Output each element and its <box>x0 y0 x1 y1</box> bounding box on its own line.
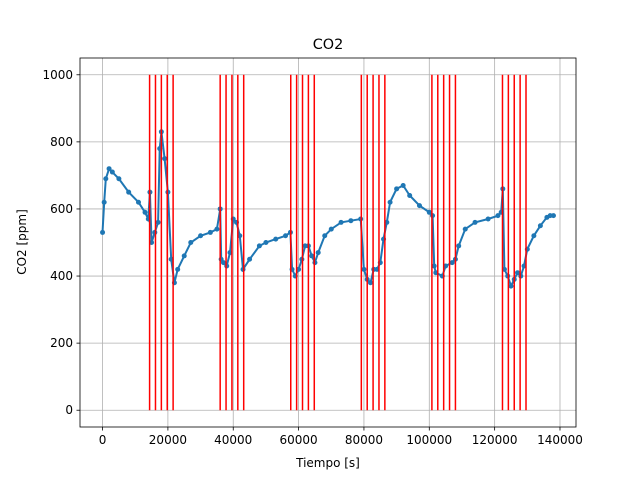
data-point <box>126 189 132 195</box>
data-point <box>198 233 204 239</box>
data-point <box>283 233 289 239</box>
data-point <box>531 233 537 239</box>
data-point <box>367 280 373 286</box>
x-tick-label: 0 <box>99 433 107 447</box>
x-tick-label: 80000 <box>345 433 383 447</box>
y-tick-label: 600 <box>50 202 73 216</box>
data-point <box>387 199 393 205</box>
x-tick-label: 120000 <box>472 433 518 447</box>
data-point <box>106 166 112 172</box>
x-tick-label: 140000 <box>537 433 583 447</box>
data-point <box>181 253 187 259</box>
data-point <box>515 270 521 276</box>
data-point <box>155 219 161 225</box>
data-point <box>315 250 321 256</box>
y-tick-label: 0 <box>65 403 73 417</box>
y-tick-label: 200 <box>50 336 73 350</box>
data-point <box>207 229 213 235</box>
data-point <box>328 226 334 232</box>
data-point <box>508 283 514 289</box>
data-point <box>485 216 491 222</box>
data-point <box>116 176 122 182</box>
data-point <box>135 199 141 205</box>
data-point <box>142 209 148 215</box>
data-point <box>220 260 226 266</box>
x-tick-label: 100000 <box>406 433 452 447</box>
data-point <box>256 243 262 249</box>
data-point <box>322 233 328 239</box>
data-point <box>162 156 168 162</box>
x-axis-label: Tiempo [s] <box>295 456 360 470</box>
data-point <box>416 203 422 209</box>
x-tick-label: 60000 <box>279 433 317 447</box>
data-point <box>100 229 106 235</box>
y-tick-label: 400 <box>50 269 73 283</box>
y-tick-label: 1000 <box>42 68 73 82</box>
data-point <box>537 223 543 229</box>
data-point <box>263 240 269 245</box>
data-point <box>348 218 354 224</box>
data-point <box>456 243 462 249</box>
data-point <box>426 209 432 215</box>
data-point <box>309 253 315 259</box>
data-point <box>338 219 344 225</box>
data-point <box>109 169 115 175</box>
y-tick-label: 800 <box>50 135 73 149</box>
data-point <box>361 266 367 272</box>
data-point <box>247 256 253 262</box>
y-axis-label: CO2 [ppm] <box>15 209 29 275</box>
plot-frame <box>79 57 577 428</box>
data-point <box>462 226 468 232</box>
data-point <box>175 266 181 272</box>
data-point <box>101 199 107 205</box>
data-point <box>431 263 437 269</box>
x-tick-label: 20000 <box>149 433 187 447</box>
data-point <box>550 213 556 219</box>
data-point <box>472 219 478 225</box>
data-point <box>214 226 220 232</box>
data-point <box>449 260 455 266</box>
data-point <box>394 186 400 192</box>
data-point <box>188 240 194 245</box>
chart-title: CO2 <box>313 37 344 53</box>
data-point <box>400 182 406 188</box>
data-point <box>103 176 109 182</box>
data-point <box>495 213 501 219</box>
data-point <box>273 236 279 242</box>
x-tick-label: 40000 <box>214 433 252 447</box>
data-point <box>407 193 413 199</box>
